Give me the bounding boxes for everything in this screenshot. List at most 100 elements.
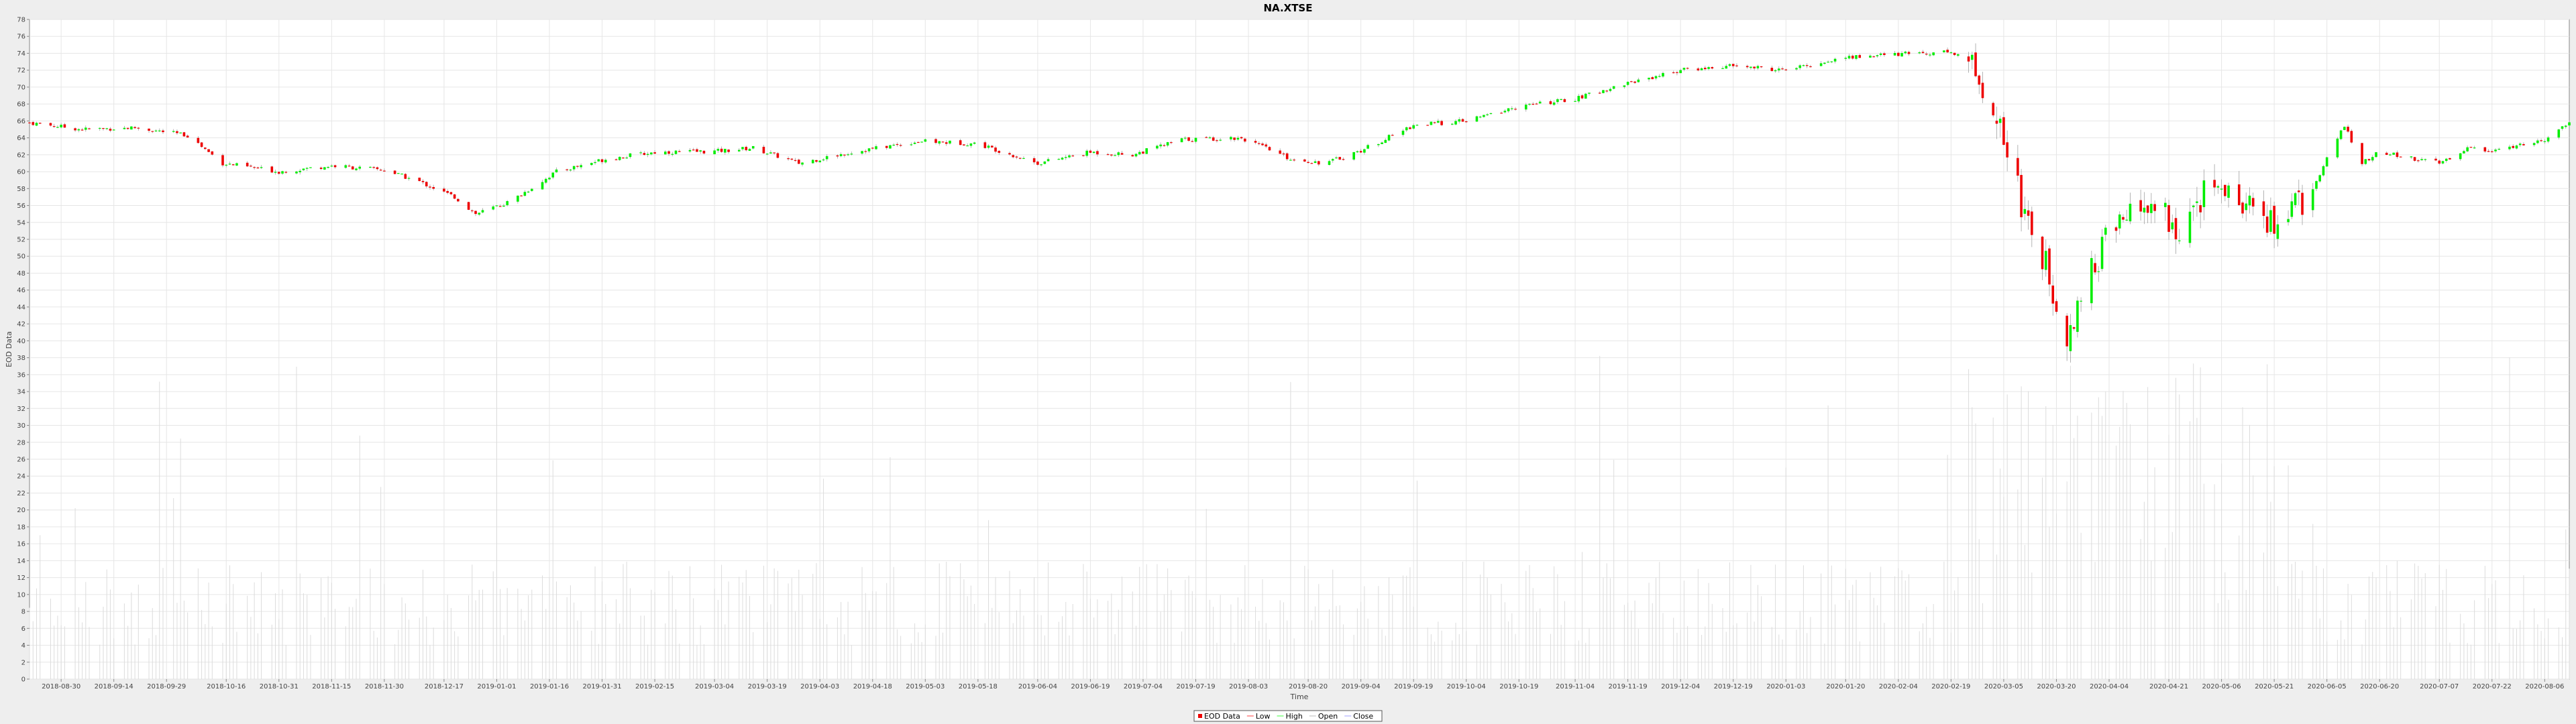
candle-body: [1064, 157, 1067, 158]
candle-body: [1401, 130, 1405, 135]
candle-body: [597, 159, 600, 162]
candle-body: [1507, 108, 1510, 111]
candle-body: [580, 165, 582, 168]
y-axis-label: EOD Data: [5, 331, 13, 367]
y-tick-label: 2: [21, 659, 25, 666]
candle-body: [404, 174, 407, 179]
candle-body: [1117, 152, 1120, 156]
y-tick-label: 34: [17, 389, 25, 396]
plot-area: [29, 19, 2570, 680]
candle-body: [1366, 145, 1369, 149]
candle-body: [2104, 227, 2107, 235]
candle-body: [1142, 152, 1144, 154]
candle-body: [1876, 55, 1879, 57]
candle-body: [541, 182, 544, 190]
candle-body: [991, 145, 994, 147]
candle-body: [2297, 190, 2300, 192]
candle-body: [2339, 130, 2343, 139]
candle-body: [2065, 315, 2068, 347]
candle-body: [871, 147, 874, 149]
y-axis: 0246810121416182022242628303234363840424…: [17, 17, 30, 684]
candle-body: [2441, 161, 2445, 164]
candle-body: [1046, 159, 1050, 162]
candle-body: [2125, 219, 2128, 221]
candle-body: [938, 141, 941, 144]
candle-body: [2371, 157, 2374, 161]
candle-body: [1180, 138, 1183, 143]
candle-body: [1433, 122, 1436, 123]
candle-body: [260, 167, 263, 168]
candle-body: [457, 198, 460, 202]
candle-body: [2055, 301, 2058, 312]
candle-body: [2237, 184, 2241, 205]
candle-body: [474, 210, 477, 215]
candle-body: [471, 210, 474, 212]
candle-body: [1949, 52, 1953, 54]
candle-body: [1236, 137, 1240, 140]
candle-body: [2051, 285, 2055, 304]
legend-item: Close: [1353, 712, 1373, 721]
candle-body: [2396, 152, 2399, 158]
candle-body: [1061, 158, 1064, 160]
candle-body: [148, 128, 150, 131]
candle-body: [2410, 156, 2413, 158]
candle-body: [727, 149, 730, 152]
candle-body: [724, 149, 727, 153]
candle-body: [1672, 72, 1675, 74]
candle-body: [667, 151, 670, 154]
candle-body: [1489, 113, 1493, 115]
candle-body: [762, 146, 765, 154]
y-tick-label: 52: [17, 237, 25, 244]
candle-body: [963, 144, 965, 145]
candle-body: [1454, 121, 1457, 125]
candle-body: [2080, 300, 2082, 302]
candle-body: [2385, 152, 2388, 156]
candle-body: [1233, 137, 1236, 140]
candle-body: [702, 150, 706, 154]
candle-body: [1219, 139, 1222, 141]
candle-body: [1156, 145, 1159, 149]
candle-body: [1560, 99, 1562, 101]
candle-body: [1711, 67, 1714, 69]
candle-body: [941, 141, 945, 143]
x-tick-label: 2020-05-06: [2202, 683, 2241, 690]
candle-body: [875, 146, 877, 149]
candle-body: [920, 141, 923, 143]
candle-body: [1549, 101, 1552, 105]
candle-body: [225, 164, 228, 166]
candle-body: [453, 194, 456, 199]
x-tick-label: 2020-05-21: [2255, 683, 2294, 690]
candle-body: [523, 192, 527, 196]
y-tick-label: 10: [17, 591, 25, 599]
candle-body: [1015, 156, 1018, 158]
candle-body: [2023, 208, 2027, 214]
candle-body: [934, 139, 937, 143]
candle-body: [1605, 90, 1608, 92]
candle-body: [1552, 102, 1556, 105]
candle-body: [2413, 157, 2416, 161]
y-tick-label: 32: [17, 406, 25, 413]
candle-body: [836, 155, 839, 157]
candle-body: [1728, 64, 1731, 66]
candle-body: [429, 186, 431, 188]
candle-body: [1795, 68, 1798, 70]
candle-body: [1331, 159, 1334, 161]
candle-body: [787, 158, 790, 160]
candle-body: [794, 160, 797, 161]
candle-body: [1967, 56, 1970, 62]
x-axis-label: Time: [1290, 692, 1309, 701]
candle-body: [126, 127, 129, 129]
candle-body: [2347, 127, 2349, 132]
x-tick-label: 2018-08-30: [42, 683, 80, 690]
candle-body: [1704, 68, 1707, 70]
candle-body: [1254, 141, 1257, 143]
candle-body: [2020, 174, 2023, 218]
candle-body: [815, 160, 818, 162]
y-tick-label: 50: [17, 253, 25, 261]
x-tick-label: 2020-06-05: [2308, 683, 2347, 690]
candle-body: [896, 143, 899, 145]
candle-body: [847, 154, 849, 156]
candle-body: [211, 151, 214, 155]
candle-body: [1946, 50, 1949, 53]
